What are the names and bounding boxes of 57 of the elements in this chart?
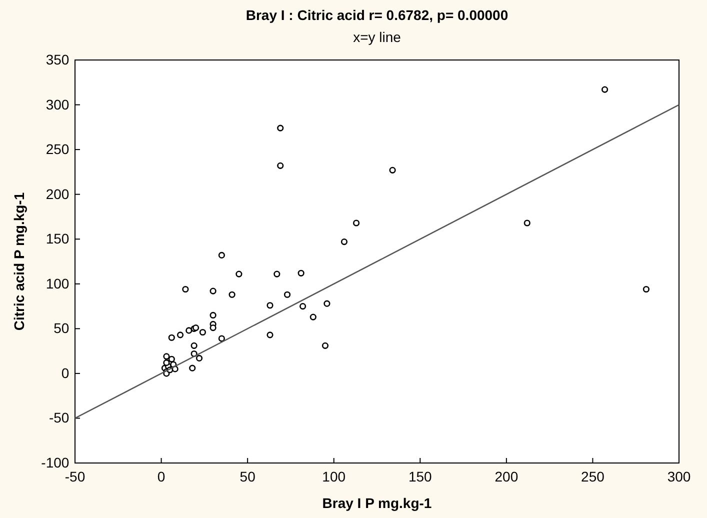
point <box>322 342 329 349</box>
point <box>602 86 608 93</box>
point <box>210 312 216 319</box>
point <box>190 342 198 349</box>
point <box>199 328 206 336</box>
point <box>340 238 348 246</box>
point <box>163 353 170 360</box>
x-tick-label: 150 <box>408 468 432 484</box>
point <box>228 291 236 298</box>
point <box>524 220 530 226</box>
point <box>210 288 216 294</box>
point <box>168 356 175 362</box>
y-tick-label: 50 <box>54 320 70 336</box>
x-tick-label: -50 <box>64 468 86 484</box>
chart-subtitle: x=y line <box>353 29 402 45</box>
point <box>389 166 396 174</box>
x-tick-label: 200 <box>494 468 518 484</box>
chart-title: Bray I : Citric acid r= 0.6782, p= 0.00000 <box>246 7 508 23</box>
point <box>236 270 242 278</box>
point <box>300 302 306 310</box>
point <box>266 302 274 309</box>
x-tick-label: 100 <box>322 468 346 484</box>
y-tick-label: 350 <box>46 51 70 68</box>
point <box>186 327 192 334</box>
point <box>218 335 225 342</box>
x-tick-label: 250 <box>581 468 605 484</box>
point <box>266 332 274 338</box>
point <box>352 220 360 226</box>
y-tick-label: 300 <box>46 96 70 112</box>
point <box>277 162 284 169</box>
point <box>277 124 284 132</box>
y-tick-label: 200 <box>46 186 70 202</box>
y-axis-title: Citric acid P mg.kg-1 <box>11 192 27 331</box>
point <box>168 334 175 341</box>
point <box>642 286 650 293</box>
x-tick-label: 50 <box>240 468 256 484</box>
y-tick-label: -100 <box>41 454 70 470</box>
y-tick-label: -50 <box>48 410 70 426</box>
point <box>310 314 316 320</box>
x-axis-title: Bray I P mg.kg-1 <box>322 495 432 511</box>
point <box>196 354 203 362</box>
point <box>189 364 196 372</box>
x-tick-label: 0 <box>157 468 166 484</box>
point <box>274 270 280 278</box>
point <box>324 300 330 307</box>
point <box>176 332 184 338</box>
point <box>163 359 170 366</box>
point <box>284 291 291 298</box>
point <box>182 286 189 293</box>
x-tick-label: 300 <box>667 468 691 484</box>
y-tick-label: 0 <box>61 364 70 381</box>
y-tick-label: 150 <box>46 230 70 247</box>
point <box>298 270 304 276</box>
y-tick-label: 100 <box>46 275 70 292</box>
point <box>218 252 225 259</box>
y-tick-label: 250 <box>46 141 70 158</box>
point <box>210 324 216 332</box>
